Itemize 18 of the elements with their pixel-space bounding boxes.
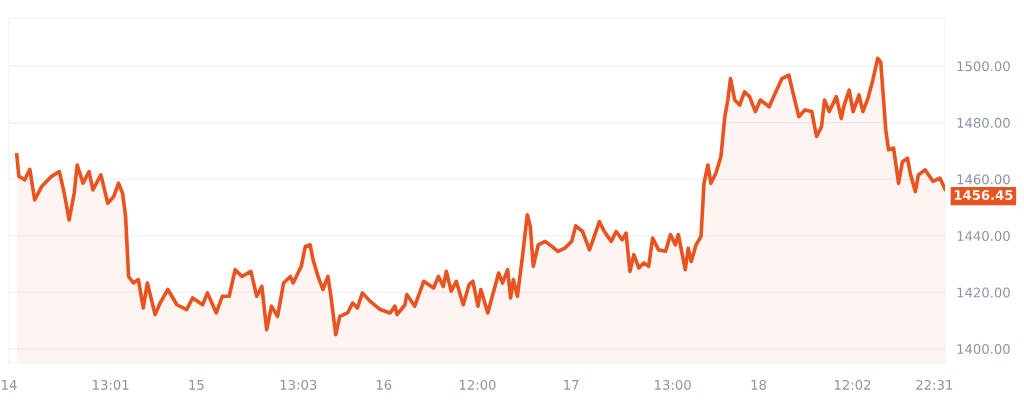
x-tick-label: 22:31: [916, 379, 953, 390]
y-tick-label: 1400.00: [957, 344, 1010, 355]
x-tick-label: 18: [751, 379, 767, 390]
y-tick-label: 1500.00: [957, 61, 1010, 72]
y-tick-label: 1440.00: [957, 230, 1010, 241]
x-tick-label: 14: [2, 380, 17, 390]
x-tick-label: 13:00: [655, 379, 691, 390]
y-tick-label: 1480.00: [957, 117, 1010, 128]
x-tick-label: 17: [564, 380, 579, 390]
x-tick-label: 12:00: [459, 379, 496, 390]
x-tick-label: 13:03: [280, 379, 317, 390]
annotation: 1456.45: [954, 190, 1013, 200]
x-tick-label: 13:01: [93, 379, 129, 390]
y-tick-label: 1460.00: [957, 174, 1010, 185]
x-tick-label: 16: [376, 379, 392, 390]
y-tick-label: 1420.00: [957, 287, 1010, 298]
x-tick-label: 12:02: [834, 379, 871, 390]
x-tick-label: 15: [189, 380, 204, 390]
